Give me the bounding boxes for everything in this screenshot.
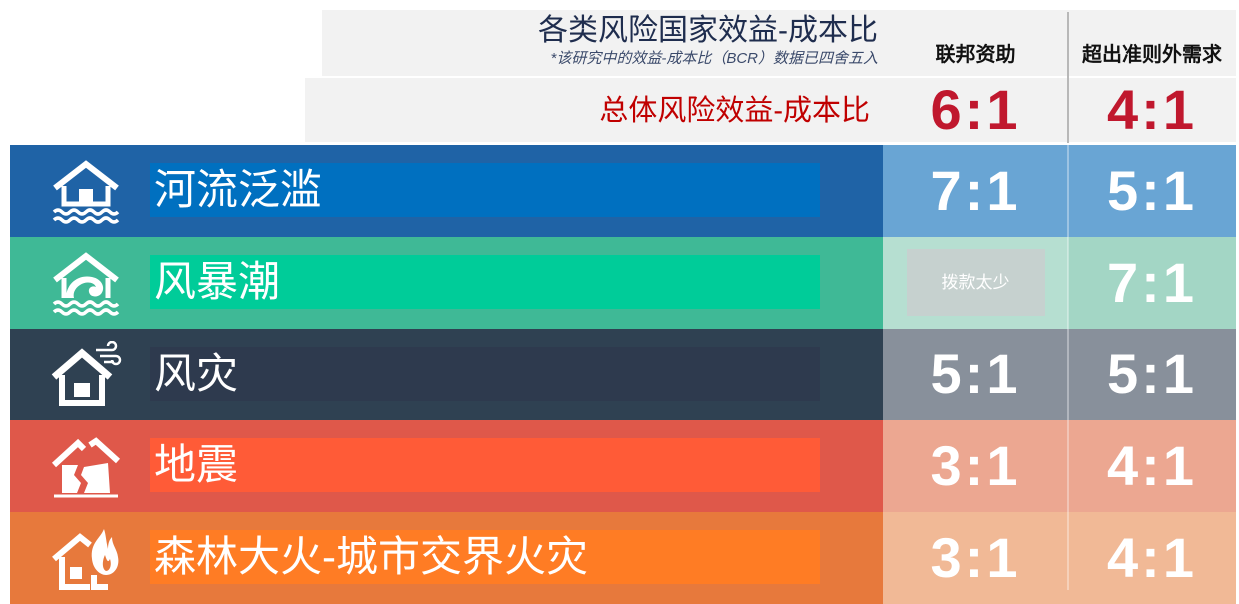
beyond-code-bcr-cell: 5:1: [1068, 328, 1236, 421]
federal-bcr-cell: 3:1: [883, 420, 1068, 513]
overall-federal-bcr: 6:1: [930, 78, 1021, 141]
hazard-band: 地震: [10, 420, 883, 513]
column-divider-rows: [1067, 145, 1069, 590]
hazard-label-bar: 风暴潮: [150, 254, 820, 309]
wildfire-house-icon: [50, 525, 122, 591]
overall-beyond-code-bcr: 4:1: [1107, 78, 1197, 141]
federal-bcr-cell: 3:1: [883, 512, 1068, 604]
hazard-label-bar: 河流泛滥: [150, 163, 820, 217]
hazard-row-storm-surge: 风暴潮 拨款太少 7:1: [10, 236, 1236, 329]
hazard-label: 风暴潮: [154, 257, 281, 305]
hazard-label: 森林大火-城市交界火灾: [154, 533, 588, 581]
hazard-row-earthquake: 地震 3:1 4:1: [10, 420, 1236, 513]
hazard-band: 风暴潮: [10, 236, 883, 329]
hazard-table: 河流泛滥 7:1 5:1 风暴潮: [10, 145, 1236, 604]
beyond-code-bcr-cell: 4:1: [1068, 420, 1236, 513]
overall-bcr-label: 总体风险效益-成本比: [599, 95, 870, 127]
column-header-beyond-code: 超出准则外需求: [1082, 44, 1222, 66]
header-title-panel: [322, 10, 1236, 76]
hazard-band: 河流泛滥: [10, 145, 883, 237]
hazard-row-riverine-flood: 河流泛滥 7:1 5:1: [10, 145, 1236, 237]
hazard-label: 河流泛滥: [154, 166, 323, 213]
storm-surge-house-icon: [50, 250, 122, 316]
hazard-band: 森林大火-城市交界火灾: [10, 512, 883, 604]
hazard-row-wind: 风灾 5:1 5:1: [10, 328, 1236, 421]
insufficient-funding-note: 拨款太少: [906, 249, 1045, 317]
column-header-federal-grants: 联邦资助: [935, 44, 1016, 66]
beyond-code-bcr-cell: 7:1: [1068, 236, 1236, 329]
federal-bcr-cell: 拨款太少: [883, 236, 1068, 329]
header-overall-panel: [305, 78, 1236, 142]
earthquake-house-icon: [50, 433, 122, 499]
flood-house-icon: [50, 158, 122, 224]
rounding-footnote: *该研究中的效益-成本比（BCR）数据已四舍五入: [550, 50, 878, 67]
wind-house-icon: [50, 341, 122, 407]
chart-title: 各类风险国家效益-成本比: [538, 14, 878, 47]
federal-bcr-cell: 7:1: [883, 145, 1068, 237]
hazard-label-bar: 森林大火-城市交界火灾: [150, 530, 820, 585]
hazard-label: 风灾: [154, 349, 239, 397]
hazard-row-wildland-urban-interface-fire: 森林大火-城市交界火灾 3:1 4:1: [10, 512, 1236, 604]
hazard-label: 地震: [154, 441, 239, 489]
hazard-band: 风灾: [10, 328, 883, 421]
beyond-code-bcr-cell: 4:1: [1068, 512, 1236, 604]
beyond-code-bcr-cell: 5:1: [1068, 145, 1236, 237]
column-divider-header: [1067, 12, 1069, 143]
hazard-label-bar: 地震: [150, 438, 820, 493]
federal-bcr-cell: 5:1: [883, 328, 1068, 421]
hazard-label-bar: 风灾: [150, 346, 820, 401]
